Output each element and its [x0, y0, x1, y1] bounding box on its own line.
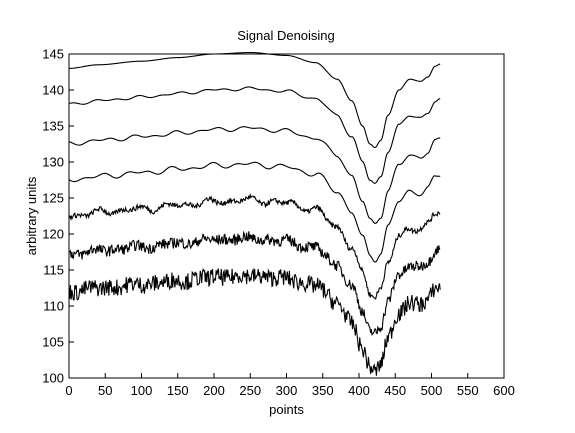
- y-tick-label: 110: [43, 299, 64, 314]
- x-tick-label: 600: [493, 383, 515, 398]
- x-tick-label: 500: [421, 383, 443, 398]
- chart-title: Signal Denoising: [237, 28, 335, 43]
- y-tick-label: 115: [43, 263, 64, 278]
- series-line: [68, 161, 441, 263]
- x-tick-label: 350: [312, 383, 334, 398]
- x-tick-label: 550: [457, 383, 479, 398]
- x-tick-label: 400: [348, 383, 370, 398]
- axis-ticks: 0 50 100 150 200 250 300 350 400 450 500 550 600 100 1…: [42, 47, 515, 399]
- y-tick-label: 100: [42, 371, 64, 386]
- x-tick-label: 200: [203, 383, 225, 398]
- y-tick-label: 125: [42, 191, 64, 206]
- series-line: [68, 86, 441, 184]
- x-tick-label: 250: [239, 383, 261, 398]
- x-tick-label: 50: [98, 383, 112, 398]
- series-lines: [68, 52, 441, 376]
- series-line: [68, 267, 441, 376]
- x-tick-label: 0: [65, 383, 72, 398]
- y-tick-label: 145: [42, 47, 64, 62]
- y-tick-label: 135: [42, 119, 64, 134]
- plot-frame: [68, 53, 505, 379]
- x-tick-label: 450: [384, 383, 406, 398]
- x-tick-label: 100: [131, 383, 153, 398]
- y-tick-label: 120: [42, 227, 64, 242]
- y-tick-label: 105: [42, 335, 64, 350]
- series-line: [68, 192, 441, 300]
- x-tick-label: 300: [276, 383, 298, 398]
- x-tick-label: 150: [167, 383, 189, 398]
- y-tick-label: 130: [42, 155, 64, 170]
- x-axis-label: points: [269, 402, 304, 417]
- series-line: [68, 52, 441, 149]
- series-line: [68, 126, 441, 224]
- y-axis-label: arbitrary units: [24, 176, 39, 255]
- series-line: [68, 230, 441, 337]
- y-tick-label: 140: [42, 83, 64, 98]
